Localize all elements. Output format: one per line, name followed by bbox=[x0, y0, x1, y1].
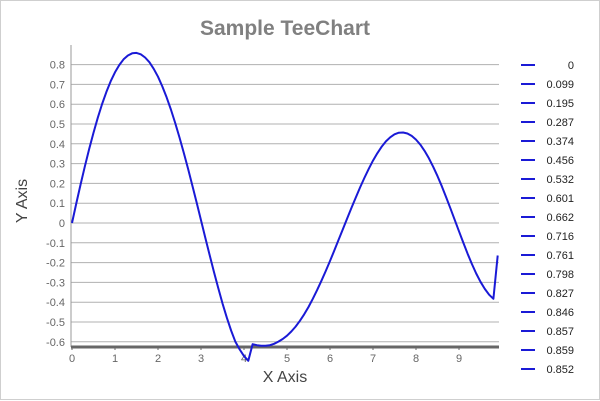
y-tick-label: -0.1 bbox=[46, 238, 65, 250]
legend-entry: 0.716 bbox=[546, 231, 574, 243]
legend-entry: 0.761 bbox=[546, 250, 574, 262]
y-tick-label: 0.7 bbox=[50, 79, 65, 91]
grid-lines bbox=[71, 64, 499, 343]
x-tick-label: 7 bbox=[370, 353, 376, 365]
legend-entry: 0.662 bbox=[546, 212, 574, 224]
y-tick-label: 0.8 bbox=[50, 60, 65, 72]
y-axis-ticks: 0.8 0.7 0.6 0.5 0.4 0.3 0.2 0.1 0 -0.1 -0.2 -0.3 -0.… bbox=[46, 60, 65, 349]
y-tick-label: -0.5 bbox=[46, 317, 65, 329]
x-tick-label: 9 bbox=[456, 353, 462, 365]
x-tick-label: 5 bbox=[284, 353, 290, 365]
legend-entry: 0 bbox=[568, 60, 574, 72]
y-tick-label: 0.2 bbox=[50, 178, 65, 190]
x-axis-label: X Axis bbox=[263, 369, 307, 386]
y-tick-label: 0.1 bbox=[50, 198, 65, 210]
x-tick-label: 0 bbox=[69, 353, 75, 365]
legend-entry: 0.456 bbox=[546, 155, 574, 167]
axes bbox=[70, 45, 499, 349]
y-tick-label: 0.6 bbox=[50, 99, 65, 111]
y-tick-label: 0.3 bbox=[50, 159, 65, 171]
y-tick-label: -0.4 bbox=[46, 297, 65, 309]
x-tick-label: 3 bbox=[198, 353, 204, 365]
y-tick-label: 0 bbox=[59, 218, 65, 230]
y-tick-label: 0.5 bbox=[50, 119, 65, 131]
x-tick-label: 6 bbox=[327, 353, 333, 365]
legend-entry: 0.374 bbox=[546, 136, 574, 148]
y-axis-label: Y Axis bbox=[14, 179, 31, 223]
x-tick-label: 1 bbox=[112, 353, 118, 365]
x-tick-label: 8 bbox=[413, 353, 419, 365]
legend-entry: 0.859 bbox=[546, 345, 574, 357]
legend-entry: 0.099 bbox=[546, 79, 574, 91]
legend: 0 0.099 0.195 0.287 0.374 0.456 0.532 0.601 0.66… bbox=[521, 60, 574, 376]
legend-entry: 0.601 bbox=[546, 193, 574, 205]
legend-entry: 0.846 bbox=[546, 307, 574, 319]
legend-entry: 0.827 bbox=[546, 288, 574, 300]
legend-entry: 0.532 bbox=[546, 174, 574, 186]
legend-entry: 0.195 bbox=[546, 98, 574, 110]
y-tick-label: -0.3 bbox=[46, 277, 65, 289]
x-tick-label: 4 bbox=[241, 353, 247, 365]
y-tick-label: 0.4 bbox=[50, 139, 65, 151]
legend-entry: 0.852 bbox=[546, 364, 574, 376]
x-tick-label: 2 bbox=[155, 353, 161, 365]
y-tick-label: -0.6 bbox=[46, 337, 65, 349]
legend-entry: 0.287 bbox=[546, 117, 574, 129]
legend-entry: 0.857 bbox=[546, 326, 574, 338]
series-line bbox=[71, 51, 499, 362]
legend-entry: 0.798 bbox=[546, 269, 574, 281]
chart-title: Sample TeeChart bbox=[200, 17, 370, 40]
y-tick-label: -0.2 bbox=[46, 258, 65, 270]
x-axis-ticks: 0 1 2 3 4 5 6 7 8 9 bbox=[69, 347, 462, 365]
